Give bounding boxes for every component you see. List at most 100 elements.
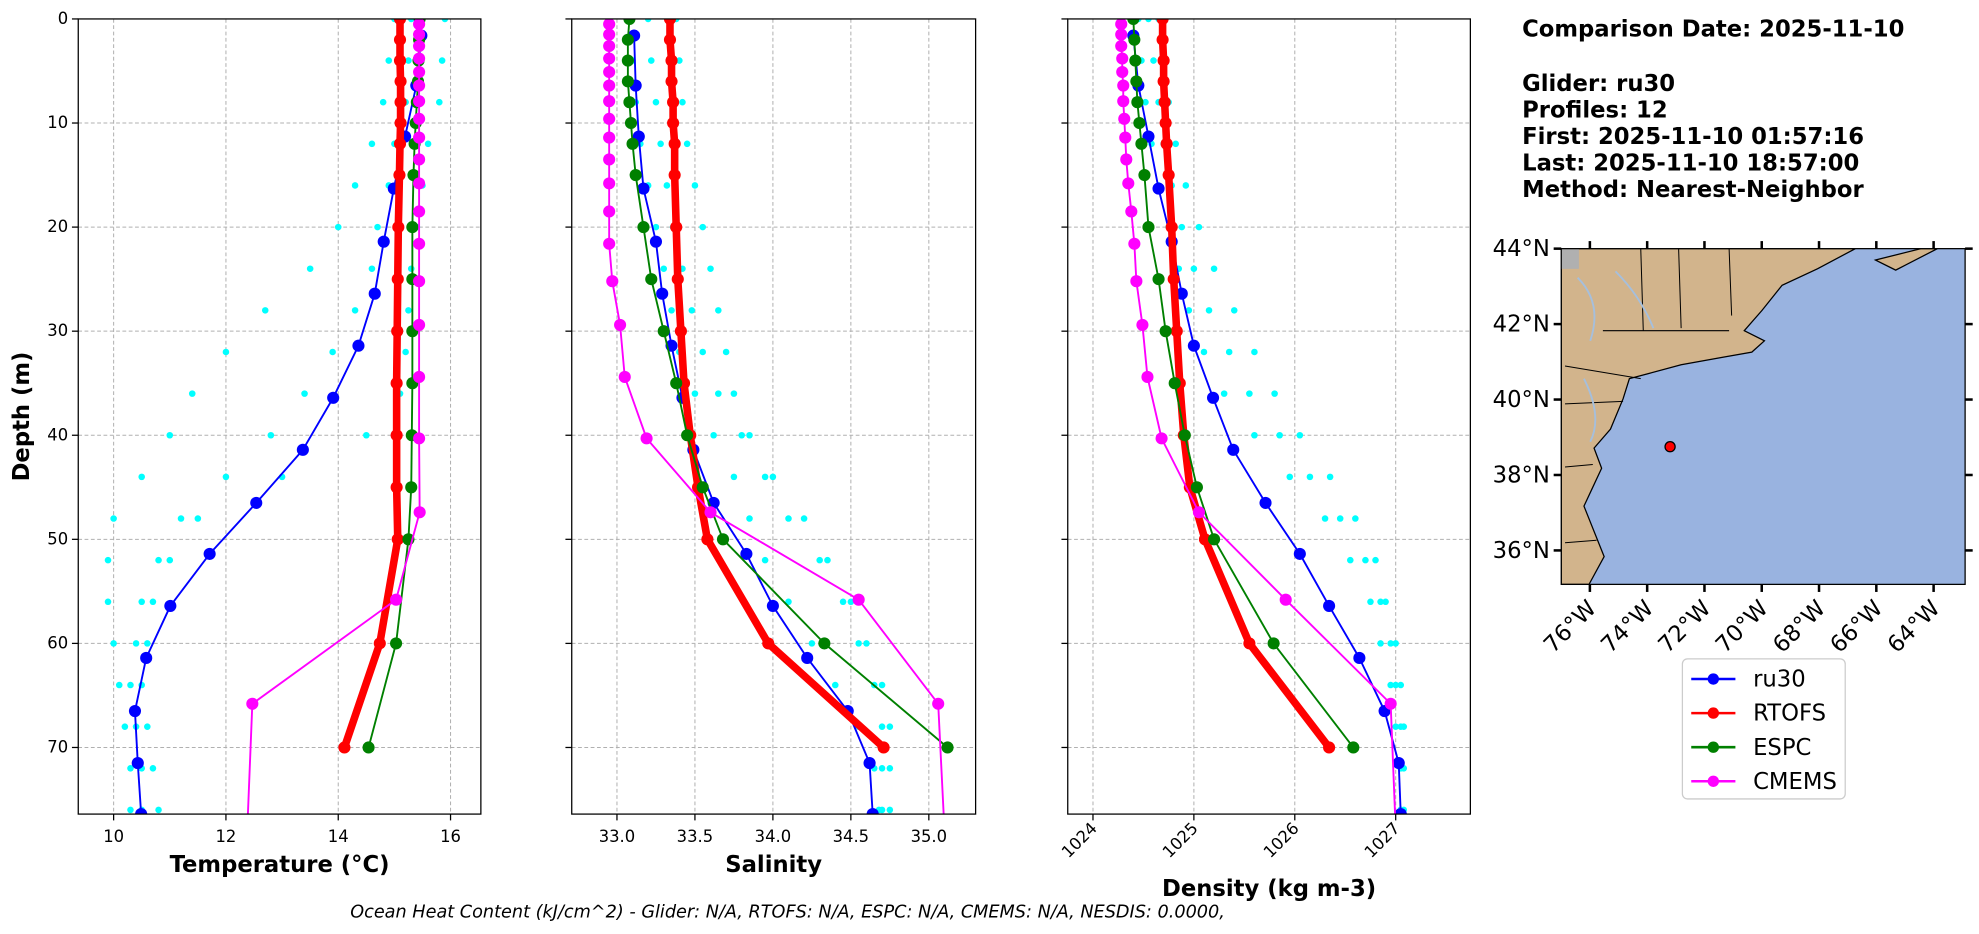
glider-point [144,723,151,730]
glider-point [738,431,745,439]
lat-tick-label: 40°N [1493,387,1550,413]
plot-data [603,18,954,815]
glider-point [407,265,415,273]
glider-point [379,98,387,106]
glider-point [1246,390,1253,397]
glider-point [1392,681,1399,689]
profile-line [134,35,423,815]
y-tick-label: 30 [47,321,68,340]
marker [603,153,616,166]
y-tick-label: 40 [47,425,68,444]
glider-point [1276,431,1283,439]
x-tick-label: 14 [328,827,349,846]
glider-point [424,140,432,148]
marker [1167,273,1180,286]
marker [241,824,253,836]
glider-point [761,556,769,564]
y-tick-label: 60 [47,633,68,652]
marker [1165,221,1178,234]
marker [362,741,375,754]
marker [1130,75,1143,88]
map-frame [1560,248,1966,586]
comparison-date: Comparison Date: 2025-11-10 [1522,17,1904,43]
marker [667,96,680,109]
marker [1156,33,1169,46]
marker [413,52,426,65]
glider-point [132,640,140,647]
marker [740,547,753,560]
marker [413,95,426,108]
glider-point [1400,723,1408,730]
marker [413,237,426,250]
glider-point [679,98,686,106]
marker [1259,496,1272,509]
glider-point [177,515,185,522]
legend-label: ru30 [1753,667,1806,693]
x-tick-label: 10 [103,827,124,846]
marker [413,205,426,218]
land-gray [1561,248,1579,269]
footer: Ocean Heat Content (kJ/cm^2) - Glider: N… [350,903,1225,923]
glider-point [1296,431,1304,439]
marker [1353,651,1366,665]
glider-point [267,431,275,439]
glider-point [1387,640,1394,647]
glider-point [1306,473,1314,481]
glider-point [1225,348,1233,356]
marker [603,39,616,53]
marker [606,275,619,288]
glider-point [785,598,792,606]
legend: ru30 RTOFS ESPC CMEMS [1681,658,1846,800]
glider-point [402,348,409,356]
glider-point [363,431,370,439]
info-line: Last: 2025-11-10 18:57:00 [1522,150,1859,176]
glider-point [405,307,412,314]
glider-point [746,431,753,439]
glider-point [710,431,717,439]
marker [1206,391,1220,404]
marker [621,33,634,46]
marker [626,137,639,150]
x-tick-label: 16 [440,827,461,846]
marker [1170,325,1183,338]
marker [681,429,694,442]
marker [390,481,403,494]
glider-point [688,307,696,314]
marker [766,599,779,612]
glider-point [166,431,174,439]
glider-point [663,182,671,189]
marker [1138,169,1151,182]
marker [1279,593,1292,606]
marker [1208,533,1221,546]
marker [1162,169,1175,182]
marker [1323,741,1336,754]
glider-point [138,473,145,481]
glider-point [1392,723,1399,730]
glider-point [104,556,112,564]
glider-point [1367,598,1374,606]
glider-point [374,223,381,231]
x-tick-label: 35.0 [911,827,948,846]
lon-tick-label: 66°W [1825,595,1888,658]
x-tick-label: 34.5 [833,827,870,846]
marker [665,75,678,88]
glider-point [261,307,269,314]
glider-point [855,640,862,647]
info-line: Profiles: 12 [1522,97,1668,123]
marker [670,221,683,234]
glider-point [127,765,134,772]
glider-point [1185,307,1193,314]
marker [413,153,426,166]
glider-point [831,681,839,689]
info-line: Method: Nearest-Neighbor [1522,177,1864,203]
marker [663,33,677,46]
marker [394,75,407,88]
marker [164,599,177,612]
glider-point [110,640,117,647]
marker [1129,54,1142,67]
marker [637,182,650,195]
marker [393,137,407,150]
marker [1190,481,1203,494]
marker [603,52,616,65]
marker [393,33,407,46]
